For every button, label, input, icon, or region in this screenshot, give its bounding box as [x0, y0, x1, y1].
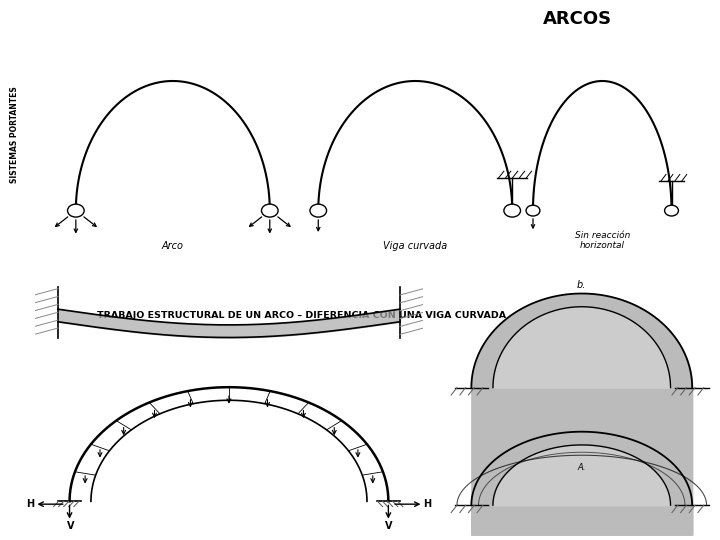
Text: b.: b.: [577, 280, 587, 289]
Text: SISTEMAS PORTANTES: SISTEMAS PORTANTES: [10, 86, 19, 184]
Text: FUNDAMENTACIÓN ESTRUCTURAL: FUNDAMENTACIÓN ESTRUCTURAL: [10, 332, 19, 478]
Circle shape: [665, 205, 678, 216]
Text: V: V: [66, 521, 74, 531]
Circle shape: [504, 204, 521, 217]
Text: H: H: [27, 499, 35, 509]
Text: ARCOS: ARCOS: [543, 10, 613, 29]
Text: A.: A.: [577, 463, 586, 472]
Circle shape: [526, 205, 540, 216]
Text: TRABAJO ESTRUCTURAL DE UN ARCO – DIFERENCIA CON UNA VIGA CURVADA: TRABAJO ESTRUCTURAL DE UN ARCO – DIFEREN…: [96, 310, 505, 320]
Circle shape: [261, 204, 278, 217]
Circle shape: [310, 204, 327, 217]
Text: Viga curvada: Viga curvada: [383, 241, 447, 251]
Text: H: H: [423, 499, 431, 509]
Text: Arco: Arco: [162, 241, 184, 251]
Text: V: V: [385, 521, 393, 531]
Circle shape: [68, 204, 84, 217]
Text: Sin reacción
horizontal: Sin reacción horizontal: [575, 231, 630, 250]
